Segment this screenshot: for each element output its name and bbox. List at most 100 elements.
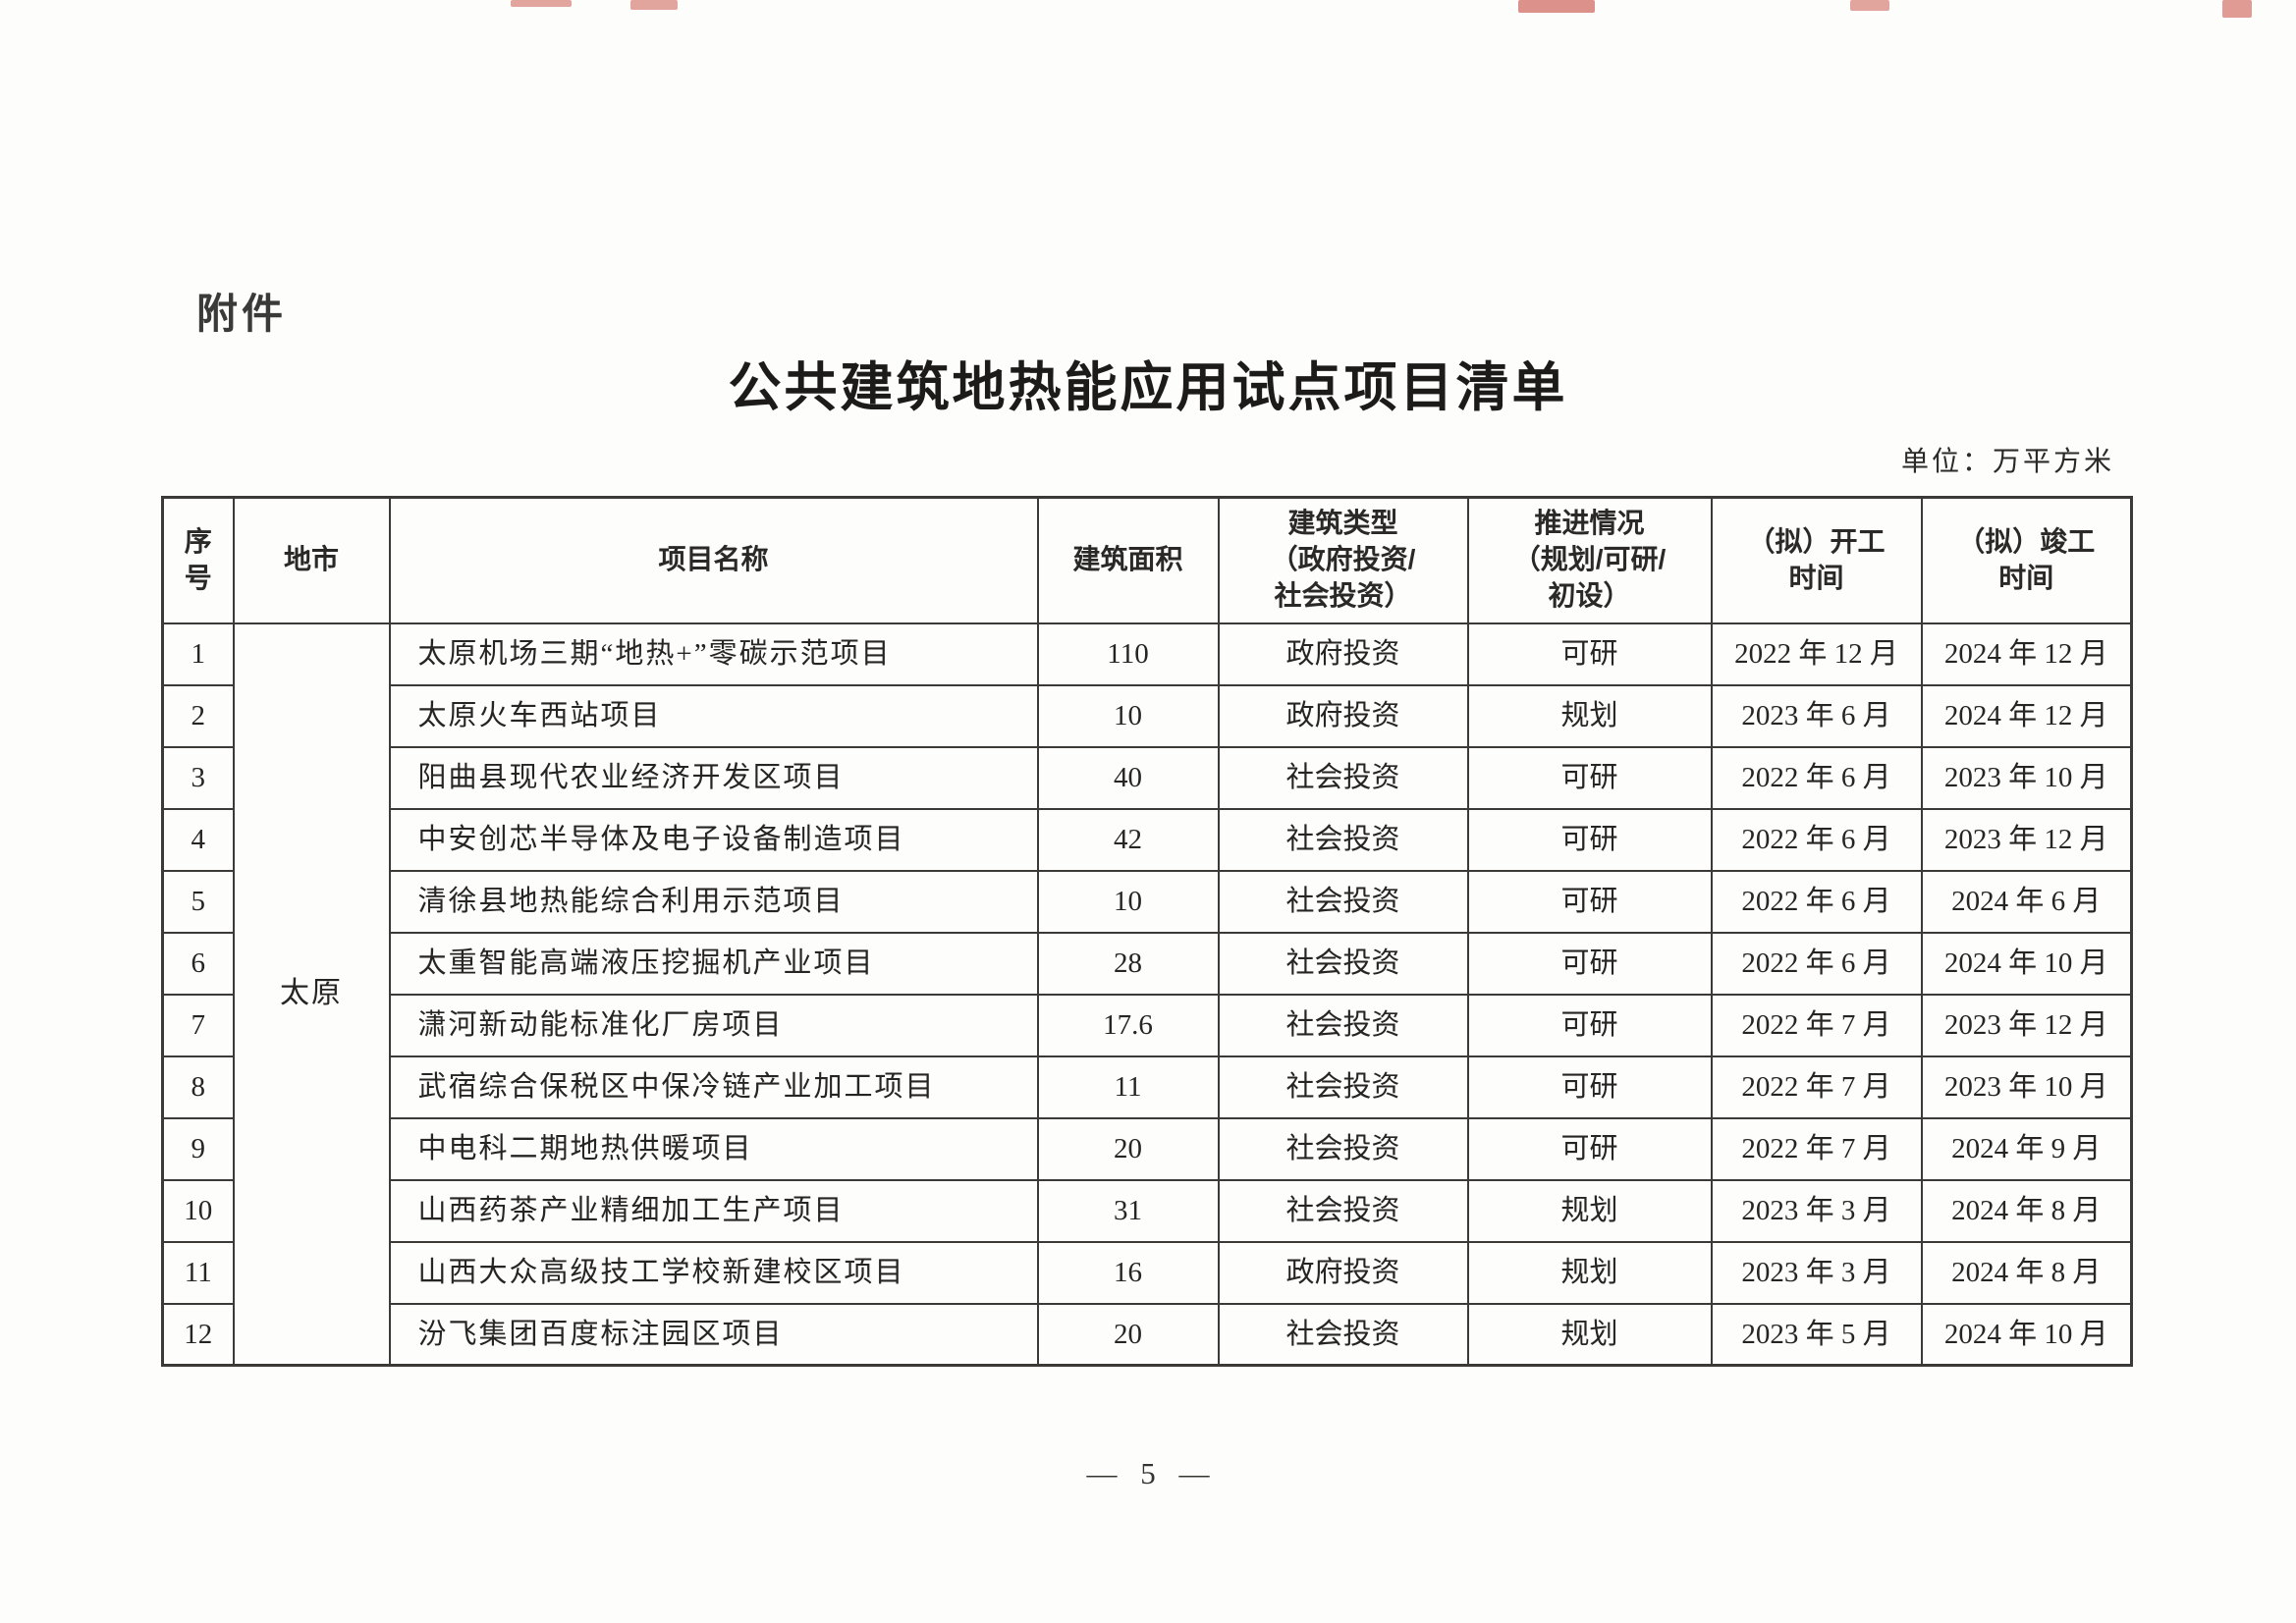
row-start: 2022 年 7 月 [1710, 993, 1923, 1057]
header-no: 序 号 [161, 496, 235, 624]
scan-red-artifact [511, 0, 572, 7]
row-no: 10 [161, 1178, 235, 1243]
row-project: 武宿综合保税区中保冷链产业加工项目 [388, 1055, 1039, 1119]
row-project: 汾飞集团百度标注园区项目 [388, 1302, 1039, 1367]
row-project: 阳曲县现代农业经济开发区项目 [388, 745, 1039, 810]
scan-red-artifact [2222, 0, 2252, 18]
row-start: 2022 年 6 月 [1710, 931, 1923, 996]
row-type: 社会投资 [1217, 1302, 1469, 1367]
table-header-row: 序 号 地市 项目名称 建筑面积 建筑类型 （政府投资/ 社会投资） 推进情况 … [161, 496, 2133, 624]
row-finish: 2024 年 8 月 [1920, 1240, 2133, 1305]
row-project: 中安创芯半导体及电子设备制造项目 [388, 807, 1039, 872]
row-progress: 规划 [1466, 1302, 1713, 1367]
scan-red-artifact [1850, 0, 1889, 11]
row-area: 20 [1036, 1302, 1220, 1367]
table-row: 10 山西药茶产业精细加工生产项目 31 社会投资 规划 2023 年 3 月 2024 年… [161, 1178, 2133, 1243]
page-number: — 5 — [1086, 1456, 1210, 1490]
row-area: 16 [1036, 1240, 1220, 1305]
header-start: （拟）开工 时间 [1710, 496, 1923, 624]
row-type: 社会投资 [1217, 745, 1469, 810]
row-no: 11 [161, 1240, 235, 1305]
row-project: 潇河新动能标准化厂房项目 [388, 993, 1039, 1057]
row-area: 20 [1036, 1116, 1220, 1181]
row-project: 太重智能高端液压挖掘机产业项目 [388, 931, 1039, 996]
row-finish: 2024 年 9 月 [1920, 1116, 2133, 1181]
row-progress: 规划 [1466, 683, 1713, 748]
row-start: 2022 年 6 月 [1710, 869, 1923, 934]
row-progress: 规划 [1466, 1178, 1713, 1243]
row-progress: 可研 [1466, 1116, 1713, 1181]
row-type: 社会投资 [1217, 1116, 1469, 1181]
row-area: 11 [1036, 1055, 1220, 1119]
header-finish: （拟）竣工 时间 [1920, 496, 2133, 624]
table-row: 9 中电科二期地热供暖项目 20 社会投资 可研 2022 年 7 月 2024 年 9 月 [161, 1116, 2133, 1181]
row-finish: 2023 年 10 月 [1920, 745, 2133, 810]
scan-red-artifact [630, 0, 678, 10]
header-progress: 推进情况 （规划/可研/ 初设） [1466, 496, 1713, 624]
header-city: 地市 [232, 496, 391, 624]
row-area: 28 [1036, 931, 1220, 996]
row-start: 2022 年 7 月 [1710, 1055, 1923, 1119]
row-no: 3 [161, 745, 235, 810]
row-area: 10 [1036, 683, 1220, 748]
row-type: 社会投资 [1217, 807, 1469, 872]
table-row: 12 汾飞集团百度标注园区项目 20 社会投资 规划 2023 年 5 月 2024 年 1… [161, 1302, 2133, 1367]
row-no: 7 [161, 993, 235, 1057]
row-finish: 2023 年 10 月 [1920, 1055, 2133, 1119]
table-row: 5 清徐县地热能综合利用示范项目 10 社会投资 可研 2022 年 6 月 2024 年 … [161, 869, 2133, 934]
row-finish: 2024 年 10 月 [1920, 1302, 2133, 1367]
row-area: 40 [1036, 745, 1220, 810]
row-project: 山西大众高级技工学校新建校区项目 [388, 1240, 1039, 1305]
row-type: 政府投资 [1217, 683, 1469, 748]
table-row: 7 潇河新动能标准化厂房项目 17.6 社会投资 可研 2022 年 7 月 2023 年 … [161, 993, 2133, 1057]
row-area: 31 [1036, 1178, 1220, 1243]
header-area: 建筑面积 [1036, 496, 1220, 624]
table-body: 1 太原 太原机场三期“地热+”零碳示范项目 110 政府投资 可研 2022 年 12 月… [161, 622, 2133, 1367]
row-progress: 可研 [1466, 869, 1713, 934]
row-area: 17.6 [1036, 993, 1220, 1057]
row-progress: 可研 [1466, 993, 1713, 1057]
row-project: 太原机场三期“地热+”零碳示范项目 [388, 622, 1039, 686]
row-finish: 2024 年 12 月 [1920, 683, 2133, 748]
table-row: 2 太原火车西站项目 10 政府投资 规划 2023 年 6 月 2024 年 12 月 [161, 683, 2133, 748]
row-area: 10 [1036, 869, 1220, 934]
page-title: 公共建筑地热能应用试点项目清单 [728, 358, 1568, 417]
row-progress: 可研 [1466, 622, 1713, 686]
row-project: 太原火车西站项目 [388, 683, 1039, 748]
row-no: 6 [161, 931, 235, 996]
row-finish: 2024 年 12 月 [1920, 622, 2133, 686]
city-cell: 太原 [232, 622, 391, 1367]
row-progress: 可研 [1466, 1055, 1713, 1119]
row-type: 社会投资 [1217, 1055, 1469, 1119]
table-row: 11 山西大众高级技工学校新建校区项目 16 政府投资 规划 2023 年 3 月 2024… [161, 1240, 2133, 1305]
projects-table: 序 号 地市 项目名称 建筑面积 建筑类型 （政府投资/ 社会投资） 推进情况 … [161, 496, 2133, 1367]
row-start: 2023 年 5 月 [1710, 1302, 1923, 1367]
table-row: 4 中安创芯半导体及电子设备制造项目 42 社会投资 可研 2022 年 6 月 2023 … [161, 807, 2133, 872]
row-type: 社会投资 [1217, 931, 1469, 996]
row-no: 12 [161, 1302, 235, 1367]
row-project: 中电科二期地热供暖项目 [388, 1116, 1039, 1181]
row-area: 110 [1036, 622, 1220, 686]
table-row: 8 武宿综合保税区中保冷链产业加工项目 11 社会投资 可研 2022 年 7 月 2023… [161, 1055, 2133, 1119]
row-project: 山西药茶产业精细加工生产项目 [388, 1178, 1039, 1243]
row-progress: 规划 [1466, 1240, 1713, 1305]
row-finish: 2023 年 12 月 [1920, 807, 2133, 872]
row-start: 2022 年 7 月 [1710, 1116, 1923, 1181]
row-start: 2022 年 6 月 [1710, 807, 1923, 872]
row-no: 4 [161, 807, 235, 872]
row-type: 政府投资 [1217, 1240, 1469, 1305]
row-start: 2023 年 6 月 [1710, 683, 1923, 748]
row-no: 5 [161, 869, 235, 934]
row-no: 8 [161, 1055, 235, 1119]
unit-note: 单位：万平方米 [1900, 447, 2114, 477]
attachment-label: 附件 [196, 291, 288, 337]
row-start: 2022 年 6 月 [1710, 745, 1923, 810]
row-finish: 2024 年 6 月 [1920, 869, 2133, 934]
row-project: 清徐县地热能综合利用示范项目 [388, 869, 1039, 934]
header-project: 项目名称 [388, 496, 1039, 624]
row-area: 42 [1036, 807, 1220, 872]
row-start: 2023 年 3 月 [1710, 1240, 1923, 1305]
scan-red-artifact [1518, 0, 1595, 13]
table-row: 3 阳曲县现代农业经济开发区项目 40 社会投资 可研 2022 年 6 月 2023 年 … [161, 745, 2133, 810]
